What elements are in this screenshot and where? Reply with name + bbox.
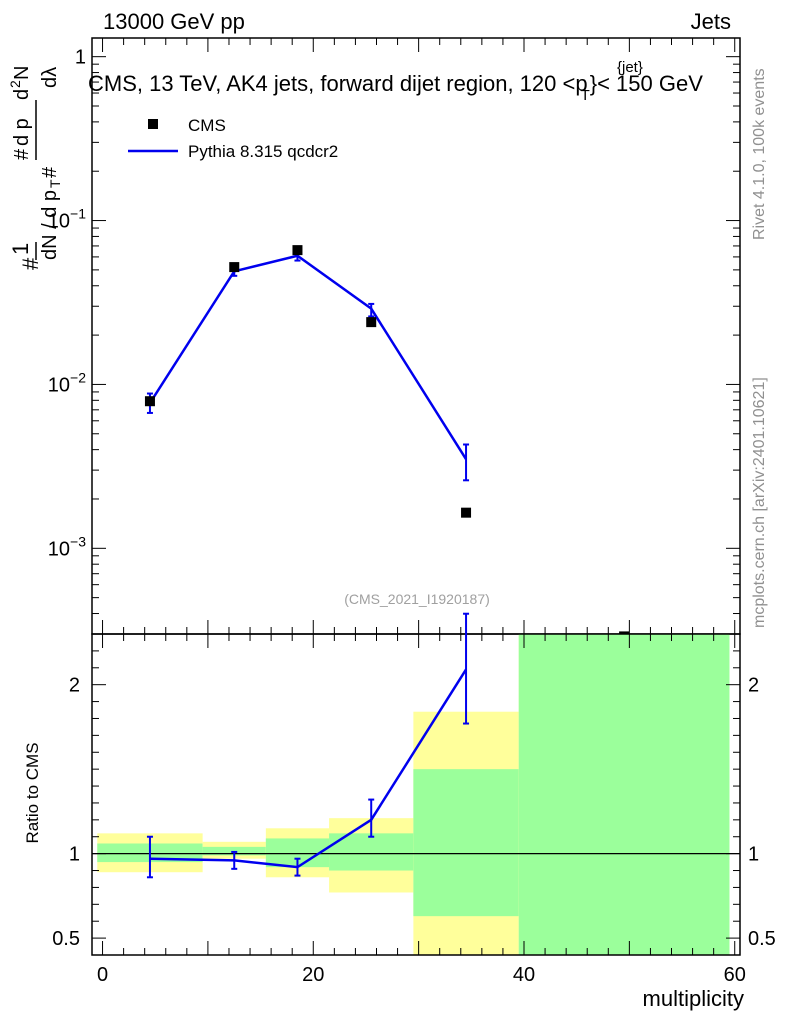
data-point [292,245,303,256]
title-prefix: CMS, 13 TeV, AK4 jets, forward dijet reg… [88,71,588,96]
legend-marker-data [148,119,158,129]
svg-text:T: T [47,179,63,188]
main-ytick-label: 1 [75,47,86,69]
ratio-panel: 0.5 0.51 12 20 20 40 60 [52,612,776,986]
xlabel: multiplicity [643,986,744,1011]
data-point [229,262,240,273]
ratio-ytick-label-right: 0.5 [748,928,776,950]
header-left: 13000 GeV pp [103,9,245,34]
svg-text:2: 2 [7,80,23,88]
title-suffix: }< 150 GeV [590,71,703,96]
main-ytick-label: 10−3 [48,533,86,560]
rivet-note: Rivet 4.1.0, 100k events [751,68,768,240]
mcplots-note: mcplots.cern.ch [arXiv:2401.10621] [751,377,768,628]
ratio-ytick-label-right: 1 [748,844,759,866]
uncertainty-band-inner [413,769,519,917]
xtick-label: 60 [724,964,746,986]
title-subscript: T [581,87,590,104]
uncertainty-band-inner [518,634,730,955]
xtick-label: 20 [302,964,324,986]
ratio-frame [91,633,741,956]
ratio-ytick-label: 2 [69,675,80,697]
main-panel: 1 10−1 10−2 10−3 (CMS_2021_I1920187) CMS Pythi… [48,37,741,642]
xtick-label: 0 [97,964,108,986]
svg-text:dλ: dλ [39,67,61,88]
header-right: Jets [691,9,731,34]
svg-text:1: 1 [8,243,33,255]
data-point [366,317,377,328]
svg-text:d p: d p [11,118,33,146]
ratio-ylabel: Ratio to CMS [23,742,42,843]
uncertainty-band-inner [329,833,414,871]
ratio-ytick-label-right: 2 [748,675,759,697]
svg-text:#: # [11,148,33,160]
main-ylabel: # 1 dN / d p T # # d p d 2 N dλ [7,66,63,270]
svg-text:#: # [39,166,61,178]
title-superscript: {jet} [617,59,643,76]
ratio-ytick-label: 1 [69,844,80,866]
main-ytick-label: 10−1 [48,206,86,233]
legend-label-mc: Pythia 8.315 qcdcr2 [188,142,338,161]
svg-text:N: N [11,66,33,80]
data-point [144,396,155,407]
svg-text:#: # [18,257,43,270]
xtick-label: 40 [513,964,535,986]
chart-title: CMS, 13 TeV, AK4 jets, forward dijet reg… [88,71,703,104]
ratio-ytick-label: 0.5 [52,928,80,950]
svg-text:d: d [11,89,33,100]
main-ytick-label: 10−2 [48,369,86,396]
data-point [461,507,472,518]
legend-label-data: CMS [188,116,226,135]
analysis-watermark: (CMS_2021_I1920187) [344,591,490,607]
svg-text:dN / d p: dN / d p [39,190,61,260]
mc-series-line [148,254,468,460]
